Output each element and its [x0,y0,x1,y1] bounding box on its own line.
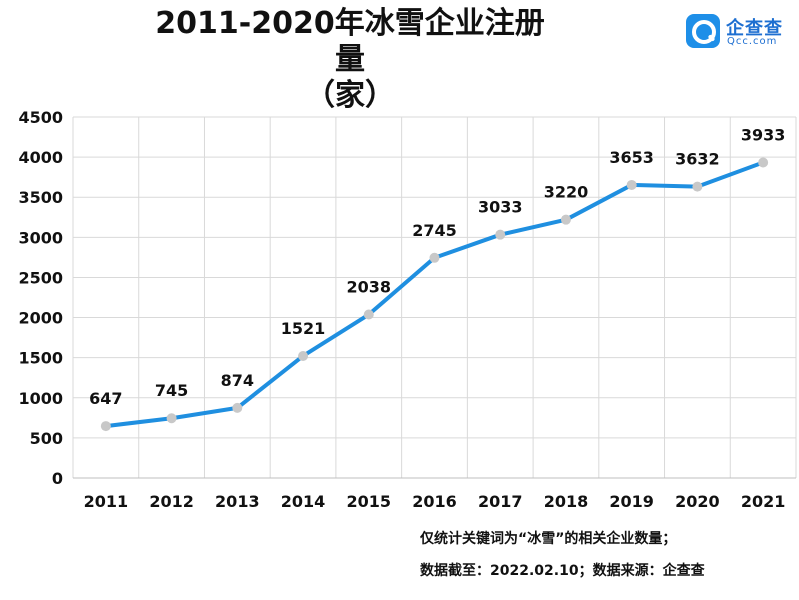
data-point [758,157,769,168]
footnote-scope: 仅统计关键词为“冰雪”的相关企业数量； [420,531,677,547]
data-label: 3632 [675,150,720,169]
data-point [232,402,243,413]
footnote-source: 数据截至：2022.02.10；数据来源：企查查 [420,563,705,579]
data-label: 1521 [281,319,326,338]
y-tick-label: 3000 [18,228,63,247]
x-tick-label: 2020 [675,492,720,511]
x-tick-label: 2015 [347,492,392,511]
magnifier-logo-icon [686,14,720,48]
data-label: 3653 [609,148,654,167]
brand-name: 企查查 [726,18,783,39]
brand-domain: Qcc.com [727,36,778,47]
data-label: 3933 [741,125,786,144]
x-tick-label: 2019 [609,492,654,511]
chart-title: 2011-2020年冰雪企业注册量 （家） [150,6,550,114]
y-tick-label: 0 [52,469,63,488]
chart-title-line2: （家） [305,78,395,113]
x-tick-label: 2017 [478,492,523,511]
x-tick-label: 2021 [741,492,786,511]
data-label: 2038 [347,278,392,297]
data-label: 874 [221,371,254,390]
y-tick-label: 1500 [18,349,63,368]
data-point [626,179,637,190]
x-tick-label: 2011 [84,492,129,511]
y-tick-label: 1000 [18,389,63,408]
x-tick-label: 2013 [215,492,260,511]
y-tick-label: 2500 [18,268,63,287]
y-tick-label: 3500 [18,188,63,207]
x-tick-label: 2018 [544,492,589,511]
data-label: 2745 [412,221,457,240]
y-tick-label: 500 [30,429,63,448]
data-point [363,309,374,320]
data-point [692,181,703,192]
chart-title-line1: 2011-2020年冰雪企业注册量 [155,6,545,77]
data-label: 745 [155,381,188,400]
data-point [560,214,571,225]
data-label: 3033 [478,198,523,217]
data-point [495,229,506,240]
x-tick-label: 2016 [412,492,457,511]
y-tick-label: 4000 [18,148,63,167]
data-point [298,350,309,361]
data-point [429,252,440,263]
data-point [100,421,111,432]
y-tick-label: 2000 [18,309,63,328]
brand-logo: 企查查 Qcc.com [686,12,796,52]
data-label: 647 [89,389,122,408]
x-tick-label: 2012 [149,492,194,511]
x-tick-label: 2014 [281,492,326,511]
y-tick-label: 4500 [18,108,63,127]
data-label: 3220 [544,183,589,202]
data-point [166,413,177,424]
